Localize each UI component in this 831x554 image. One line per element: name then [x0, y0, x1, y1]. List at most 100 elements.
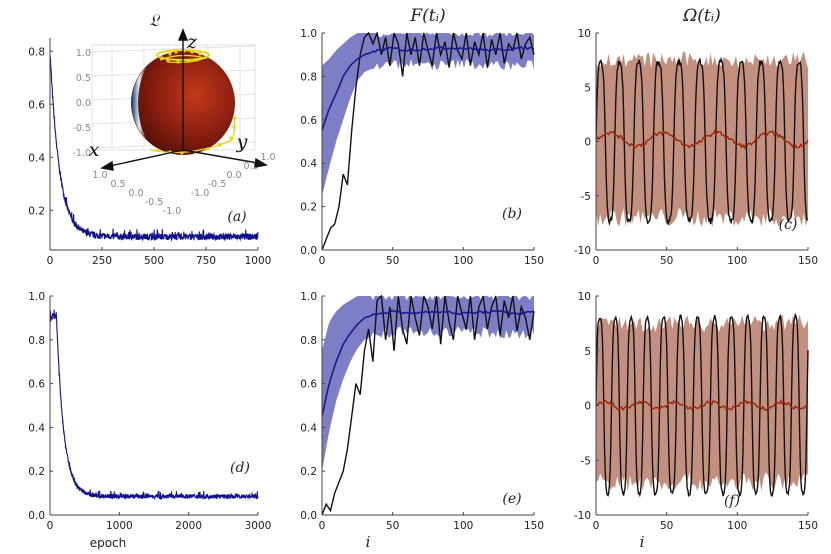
x-tick-label: 0 [319, 255, 326, 267]
inset-gridline [91, 45, 256, 53]
x-tick-label: 150 [524, 255, 544, 267]
trajectory-point [195, 58, 199, 62]
loss-curve [50, 54, 259, 242]
x-axis-label: i [366, 533, 371, 551]
y-axis-label: y [236, 131, 248, 153]
trajectory-point [156, 148, 160, 152]
trajectory-point [186, 59, 190, 63]
y-tick-label: 0.6 [28, 99, 45, 111]
inset-x-tick: 1.0 [92, 170, 107, 181]
inset-wall [91, 44, 256, 151]
panel-label: (a) [227, 209, 246, 225]
trajectory-point [232, 125, 236, 129]
panel-b: 0 50 100 150 0.0 0.2 0.4 0.6 0.8 1.0 F(tᵢ) (b) [300, 6, 544, 267]
y-tick-label: 0.6 [300, 379, 317, 391]
y-tick-label: 1.0 [28, 291, 45, 303]
trajectory-point [168, 52, 172, 56]
y-tick-label: 0.4 [28, 152, 45, 164]
plot-area-a [50, 54, 259, 242]
y-tick-label: 0.8 [28, 335, 45, 347]
inset-y-tick: 0.5 [243, 161, 258, 172]
y-tick-label: 0.8 [300, 335, 317, 347]
panel-label: (b) [502, 206, 522, 222]
trajectory-point [190, 50, 194, 54]
plot-area-c [596, 51, 809, 227]
inset-x-tick: -0.5 [145, 197, 164, 208]
x-tick-label: 50 [386, 255, 399, 267]
inset-z-tick: 0.0 [76, 98, 91, 109]
plot-area-e [322, 295, 535, 515]
trajectory-point [160, 56, 164, 60]
trajectory-point [166, 59, 170, 63]
y-tick-label: 0.4 [300, 422, 317, 434]
panel-label: (f) [724, 493, 740, 509]
mean-curve [322, 309, 535, 417]
panel-title: 𝔏 [149, 11, 161, 31]
inset-y-tick: -1.0 [191, 188, 210, 199]
x-tick-label: 0 [593, 255, 600, 267]
y-tick-label: 0.2 [28, 205, 45, 217]
panel-title: Ω(tᵢ) [682, 6, 721, 26]
y-tick-label: 1.0 [300, 28, 317, 40]
y-tick-label: 0.6 [28, 379, 45, 391]
mean-curve [596, 129, 809, 150]
sample-curve [596, 312, 809, 498]
x-tick-label: 3000 [245, 520, 272, 532]
x-tick-label: 50 [386, 520, 399, 532]
x-tick-label: 150 [798, 255, 818, 267]
y-tick-label: 0.0 [28, 510, 45, 522]
y-tick-label: -10 [574, 510, 591, 522]
plot-area-d [50, 309, 259, 501]
x-tick-label: 1000 [106, 520, 133, 532]
y-tick-label: 10 [578, 28, 591, 40]
x-axis-line [109, 149, 184, 167]
panel-label: (c) [779, 217, 798, 233]
z-arrowhead [177, 28, 189, 41]
y-tick-label: 0.0 [300, 510, 317, 522]
panel-f: 0 50 100 150 -10 -5 0 5 10 (f) i [574, 291, 818, 551]
z-axis-label: z [186, 31, 198, 53]
x-tick-label: 0 [47, 255, 54, 267]
y-tick-label: 10 [578, 291, 591, 303]
trajectory-point [206, 147, 210, 151]
inset-y-tick: -0.5 [208, 179, 227, 190]
inset-x-tick: 0.5 [110, 179, 125, 190]
inset-z-tick: 1.0 [76, 48, 91, 59]
inset-y-tick: 0.0 [226, 170, 241, 181]
x-tick-label: 500 [144, 255, 164, 267]
loss-curve [50, 309, 259, 501]
inset-axes [100, 28, 268, 171]
x-arrowhead [100, 160, 114, 171]
plot-area-b [322, 32, 535, 250]
panel-d: 0 1000 2000 3000 0.0 0.2 0.4 0.6 0.8 1.0 (d) epoch [28, 291, 271, 550]
trajectory-point [176, 60, 180, 64]
x-tick-label: 100 [453, 255, 473, 267]
inset-x-tick: 0.0 [128, 188, 143, 199]
inset-z-tick: 0.5 [76, 73, 91, 84]
y-tick-label: -5 [581, 191, 591, 203]
sphere-shade [131, 66, 147, 140]
mean-curve [596, 399, 809, 413]
y-tick-label: -10 [574, 245, 591, 257]
x-tick-label: 0 [593, 520, 600, 532]
inset-y-tick: 1.0 [260, 152, 275, 163]
trajectory-point [180, 151, 184, 155]
y-tick-label: 0.2 [300, 466, 317, 478]
panel-c: 0 50 100 150 -10 -5 0 5 10 Ω(tᵢ) (c) [574, 6, 818, 267]
x-axis-label: i [640, 533, 645, 551]
panel-label: (d) [230, 460, 250, 476]
trajectory-point [174, 50, 178, 54]
x-tick-label: 250 [92, 255, 112, 267]
y-tick-label: -5 [581, 455, 591, 467]
panel-e: 0 50 100 150 0.0 0.2 0.4 0.6 0.8 1.0 (e) i [300, 291, 544, 551]
y-tick-label: 5 [584, 82, 591, 94]
panel-label: (e) [502, 491, 521, 507]
y-tick-label: 0 [584, 137, 591, 149]
y-arrowhead [254, 157, 268, 168]
trajectory-point [233, 116, 237, 120]
x-axis-label: epoch [90, 536, 127, 550]
sample-curve [596, 56, 809, 227]
x-tick-label: 0 [47, 520, 54, 532]
x-tick-label: 2000 [175, 520, 202, 532]
x-tick-label: 750 [196, 255, 216, 267]
